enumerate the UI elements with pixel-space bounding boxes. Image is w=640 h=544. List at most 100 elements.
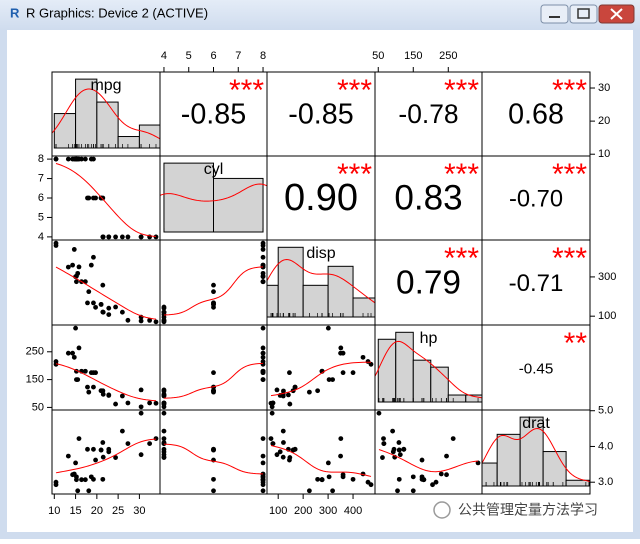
scatter-point	[53, 479, 59, 485]
scatter-point	[395, 488, 400, 494]
scatter-point	[153, 234, 159, 240]
scatter-point	[113, 234, 118, 240]
scatter-point	[419, 476, 425, 482]
scatter-point	[119, 393, 125, 399]
significance-stars: ***	[444, 158, 479, 191]
scatter-point	[76, 436, 82, 441]
smooth-line	[378, 449, 479, 473]
y-tick-label: 4	[38, 231, 44, 243]
panel-border	[481, 409, 591, 495]
minimize-button[interactable]	[540, 4, 569, 24]
scatter-point	[260, 359, 266, 364]
scatter-point	[91, 476, 96, 482]
scatter-point	[260, 254, 266, 260]
x-tick-label: 100	[269, 505, 287, 517]
scatter-point	[53, 359, 59, 364]
scatter-point	[444, 472, 449, 478]
scatter-point	[430, 482, 435, 488]
scatter-point	[285, 392, 291, 398]
significance-stars: ***	[552, 74, 587, 107]
scatter-point	[390, 428, 396, 434]
scatter-point	[277, 449, 283, 455]
scatter-point	[269, 404, 275, 410]
x-tick-label: 200	[294, 505, 312, 517]
correlation-label: 0.68	[508, 99, 564, 131]
y-tick-label: 50	[32, 401, 44, 413]
scatter-point	[161, 436, 167, 441]
scatter-point	[287, 457, 292, 463]
scatter-point	[396, 476, 402, 482]
scatter-point	[147, 317, 153, 323]
smooth-line	[55, 162, 157, 237]
correlation-label: 0.90	[284, 177, 358, 219]
scatter-point	[71, 247, 77, 252]
maximize-button[interactable]	[569, 4, 598, 24]
smooth-line	[270, 361, 372, 397]
window-title: R Graphics: Device 2 (ACTIVE)	[26, 5, 208, 20]
scatter-point	[475, 460, 481, 466]
density-curve	[375, 340, 482, 399]
x-tick-label: 8	[260, 50, 266, 62]
scatter-point	[161, 404, 167, 410]
x-tick-label: 6	[210, 50, 216, 62]
scatter-point	[113, 304, 118, 310]
scatter-point	[326, 474, 332, 480]
r-icon: R	[10, 5, 20, 20]
scatter-point	[65, 156, 71, 162]
scatter-point	[82, 368, 88, 374]
scatter-point	[338, 350, 343, 356]
x-tick-label: 25	[112, 505, 124, 517]
scatter-point	[280, 454, 286, 460]
scatter-point	[292, 446, 298, 452]
scatter-point	[119, 309, 125, 315]
smooth-line	[163, 362, 264, 399]
smooth-line	[163, 443, 264, 475]
panel	[161, 240, 266, 325]
y-tick-label: 8	[38, 153, 44, 165]
y-tick-label: 30	[598, 82, 610, 94]
scatter-point	[125, 317, 131, 323]
scatter-point	[269, 410, 275, 416]
histogram-bar	[447, 394, 467, 403]
scatter-point	[360, 354, 366, 360]
y-tick-label: 250	[26, 346, 44, 358]
histogram-bar	[327, 265, 354, 318]
panel	[375, 331, 482, 403]
smooth-line	[163, 266, 264, 316]
scatter-point	[260, 354, 266, 360]
scatter-point	[211, 446, 216, 452]
correlation-label: -0.78	[398, 99, 458, 129]
scatter-point	[319, 477, 325, 483]
scatter-point	[340, 370, 346, 376]
scatter-point	[65, 350, 71, 356]
scatter-point	[287, 401, 293, 407]
scatter-point	[401, 446, 407, 452]
y-tick-label: 300	[598, 271, 616, 283]
scatter-point	[93, 457, 98, 463]
y-tick-label: 100	[598, 310, 616, 322]
scatter-point	[86, 289, 92, 295]
scatter-point	[91, 300, 96, 306]
scatter-point	[330, 488, 335, 494]
scatter-point	[410, 474, 416, 480]
scatter-point	[211, 370, 216, 376]
scatter-point	[268, 436, 274, 441]
scatter-point	[85, 446, 90, 452]
histogram-bar	[412, 359, 432, 403]
y-tick-label: 20	[598, 115, 610, 127]
x-tick-label: 30	[133, 505, 145, 517]
x-tick-label: 300	[319, 505, 337, 517]
scatter-point	[98, 447, 104, 453]
scatter-point	[419, 457, 425, 463]
scatter-point	[53, 243, 59, 248]
scatter-point	[75, 488, 81, 494]
y-tick-label: 7	[38, 172, 44, 184]
scatter-point	[113, 401, 118, 407]
scatter-point	[153, 400, 159, 406]
density-curve	[267, 259, 375, 304]
scatter-point	[85, 195, 90, 201]
scatter-point	[147, 441, 153, 446]
x-tick-label: 250	[439, 50, 457, 62]
panel	[53, 410, 159, 494]
scatter-point	[71, 354, 77, 360]
